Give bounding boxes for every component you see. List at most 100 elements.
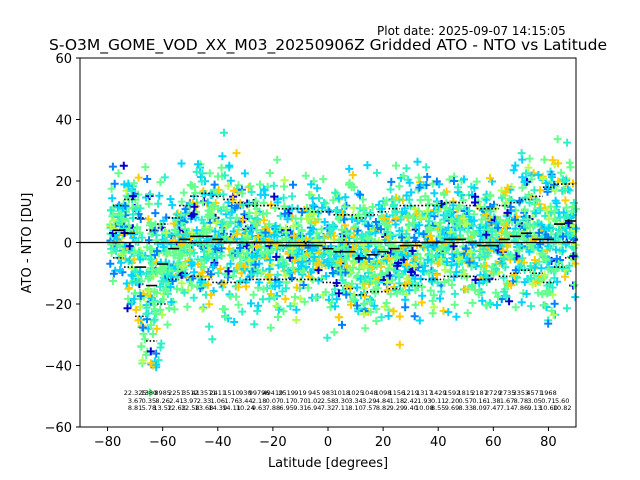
scatter-point: [221, 313, 230, 322]
scatter-point: [410, 233, 419, 242]
scatter-point: [334, 214, 343, 223]
scatter-point: [502, 292, 511, 301]
scatter-point: [428, 179, 437, 188]
scatter-point: [425, 217, 434, 226]
scatter-point: [290, 256, 299, 265]
scatter-point: [517, 149, 526, 158]
scatter-point: [126, 299, 135, 308]
stats-label: 1.38: [486, 397, 500, 405]
scatter-point: [543, 206, 552, 215]
scatter-point: [143, 175, 152, 183]
scatter-point: [410, 262, 419, 271]
scatter-point: [270, 192, 279, 201]
scatter-point: [387, 177, 396, 186]
scatter-point: [403, 252, 412, 261]
scatter-point: [125, 225, 134, 234]
stats-label: 1018: [334, 389, 351, 397]
stats-label: 3.30: [335, 397, 349, 405]
stats-label: 1.93: [417, 397, 431, 405]
scatter-point: [106, 259, 115, 268]
scatter-point: [152, 231, 161, 240]
scatter-point: [252, 226, 261, 235]
scatter-point: [204, 206, 213, 215]
x-tick-label: 40: [430, 435, 447, 450]
scatter-point: [511, 215, 519, 224]
scatter-point: [172, 246, 180, 255]
stats-label: 1510: [223, 389, 240, 397]
stats-label: 4571: [526, 389, 543, 397]
scatter-point: [361, 324, 370, 333]
scatter-point: [305, 210, 314, 219]
scatter-point: [418, 283, 426, 291]
scatter-point: [490, 239, 499, 248]
scatter-point: [270, 293, 279, 302]
scatter-point: [272, 252, 281, 261]
stats-label: 1815: [458, 389, 475, 397]
scatter-point: [268, 246, 277, 255]
stats-label: 0.11: [431, 397, 445, 405]
scatter-point: [424, 200, 433, 209]
scatter-point: [386, 185, 395, 194]
scatter-point: [211, 245, 220, 254]
scatter-point: [146, 190, 154, 199]
scatter-point: [234, 300, 243, 309]
stats-label: 2.18: [252, 397, 266, 405]
scatter-point: [296, 294, 305, 303]
scatter-point: [217, 163, 226, 172]
scatter-point: [410, 312, 419, 321]
stats-label: 0.57: [459, 397, 473, 405]
scatter-point: [430, 243, 439, 252]
scatter-point: [125, 242, 134, 251]
scatter-point: [253, 269, 262, 278]
scatter-point: [187, 258, 196, 267]
scatter-point: [107, 184, 116, 193]
scatter-point: [533, 196, 542, 205]
scatter-point: [553, 277, 562, 286]
scatter-point: [341, 193, 350, 202]
scatter-point: [240, 169, 249, 178]
scatter-point: [389, 307, 398, 316]
stats-label: 8.26: [155, 397, 169, 405]
scatter-point: [159, 286, 168, 295]
scatter-point: [415, 221, 424, 230]
stats-label: 2519: [278, 389, 295, 397]
scatter-point: [289, 180, 297, 189]
scatter-point: [498, 259, 507, 268]
scatter-point: [539, 175, 548, 183]
scatter-point: [523, 215, 532, 224]
stats-label: 9.63: [252, 404, 266, 412]
scatter-point: [156, 343, 165, 352]
scatter-point: [561, 196, 570, 205]
stats-label: 8.55: [431, 404, 445, 412]
scatter-point: [416, 196, 425, 204]
scatter-point: [466, 248, 475, 257]
scatter-point: [181, 205, 190, 214]
scatter-point: [494, 292, 502, 301]
scatter-point: [238, 307, 247, 316]
scatter-point: [402, 229, 411, 238]
stats-label: 983: [322, 389, 334, 397]
scatter-point: [359, 262, 368, 270]
scatter-point: [453, 248, 462, 257]
scatter-point: [168, 201, 177, 210]
scatter-point: [135, 228, 144, 237]
scatter-point: [372, 317, 381, 325]
scatter-point: [331, 206, 340, 215]
scatter-point: [381, 220, 390, 229]
scatter-point: [252, 251, 261, 260]
scatter-point: [212, 219, 221, 227]
scatter-point: [449, 242, 458, 251]
scatter-point: [563, 138, 572, 147]
scatter-point: [282, 235, 291, 244]
scatter-point: [301, 171, 310, 180]
scatter-point: [114, 169, 123, 178]
scatter-point: [440, 248, 449, 257]
scatter-point: [213, 253, 221, 262]
scatter-point: [380, 200, 389, 209]
scatter-point: [304, 283, 313, 292]
stats-label: 3353: [513, 389, 530, 397]
scatter-point: [236, 277, 245, 285]
scatter-point: [548, 283, 557, 292]
scatter-point: [384, 311, 393, 320]
scatter-point: [328, 290, 337, 299]
